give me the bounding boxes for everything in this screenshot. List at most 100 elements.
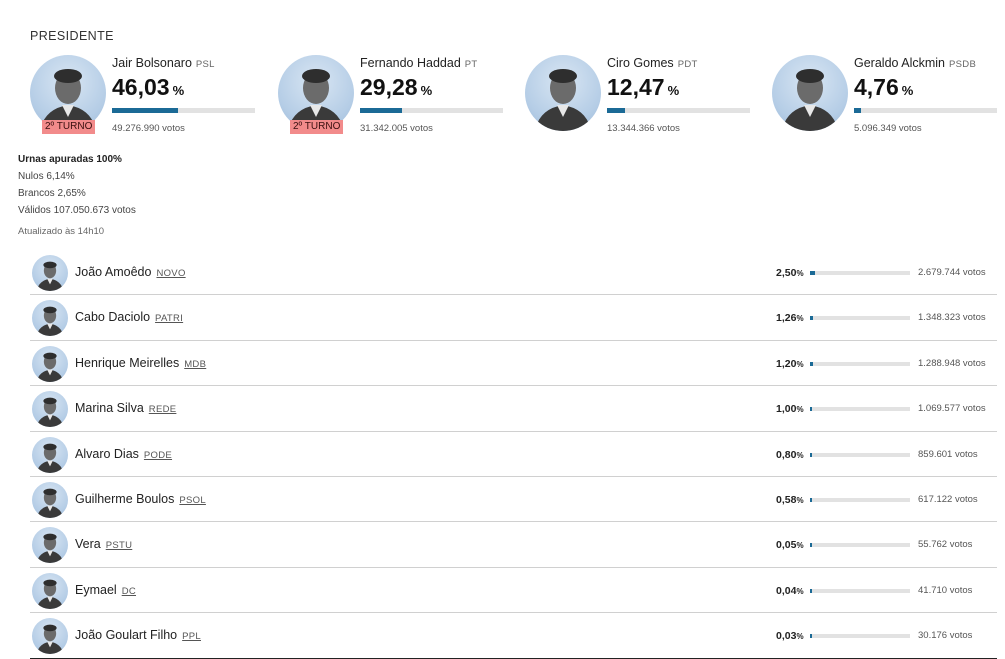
candidate-party-link[interactable]: MDB [184, 358, 207, 370]
candidate-percentage-row: 1,20% [776, 358, 804, 370]
candidate-name-row: Guilherme Boulos PSOL [75, 492, 206, 506]
candidate-percentage: 4,76 [854, 74, 899, 100]
candidate-name-row: Fernando Haddad PT [360, 56, 478, 70]
vote-share-bar [810, 316, 910, 321]
candidate-row[interactable]: João Goulart Filho PPL 0,03% 30.176 votos [30, 613, 997, 659]
percent-sign: % [796, 541, 804, 551]
candidate-name: Marina Silva [75, 401, 144, 416]
candidate-name-row: João Amoêdo NOVO [75, 265, 186, 279]
top-candidate-card[interactable]: Ciro Gomes PDT 12,47% 13.344.366 votos [525, 55, 765, 145]
candidate-name-row: Ciro Gomes PDT [607, 56, 698, 70]
candidate-party-link[interactable]: PSTU [105, 540, 133, 552]
candidate-percentage-row: 0,58% [776, 494, 804, 506]
candidate-row[interactable]: Cabo Daciolo PATRI 1,26% 1.348.323 votos [30, 295, 997, 341]
candidate-name: Eymael [75, 582, 117, 597]
vote-share-bar-fill [810, 634, 812, 639]
candidate-party-link[interactable]: PSOL [179, 494, 206, 506]
candidate-name: Fernando Haddad [360, 56, 461, 70]
candidate-name: Henrique Meirelles [75, 355, 180, 370]
candidate-percentage-row: 46,03% [112, 74, 184, 101]
candidate-votes: 41.710 votos [918, 584, 973, 596]
vote-share-bar [810, 588, 910, 593]
validos: Válidos 107.050.673 votos [18, 205, 136, 216]
vote-share-bar-fill [854, 108, 861, 113]
candidate-percentage: 0,58 [776, 493, 797, 506]
candidate-row[interactable]: Marina Silva REDE 1,00% 1.069.577 votos [30, 386, 997, 432]
candidate-photo-icon [32, 300, 68, 337]
candidate-percentage: 46,03 [112, 74, 170, 100]
candidate-percentage: 0,05 [776, 539, 797, 552]
candidate-party: PDT [677, 59, 698, 70]
updated-time: Atualizado às 14h10 [18, 226, 105, 237]
candidate-row[interactable]: Vera PSTU 0,05% 55.762 votos [30, 522, 997, 568]
candidate-party-link[interactable]: REDE [148, 404, 177, 416]
vote-share-bar [810, 634, 910, 639]
candidate-photo-icon [32, 345, 68, 382]
brancos: Brancos 2,65% [18, 188, 86, 199]
candidate-percentage: 1,20 [776, 357, 797, 370]
other-candidates-list: João Amoêdo NOVO 2,50% 2.679.744 votos Cabo … [30, 250, 997, 659]
vote-share-bar-fill [810, 452, 812, 457]
candidate-row[interactable]: Alvaro Dias PODE 0,80% 859.601 votos [30, 432, 997, 477]
candidate-photo-icon [32, 527, 68, 564]
percent-sign: % [796, 359, 804, 369]
candidate-percentage: 0,04 [776, 584, 797, 597]
candidate-party-link[interactable]: PATRI [155, 313, 184, 325]
candidate-name-row: Cabo Daciolo PATRI [75, 310, 183, 324]
candidate-votes: 2.679.744 votos [918, 267, 986, 278]
section-title: PRESIDENTE [30, 29, 114, 43]
percent-sign: % [796, 495, 804, 505]
top-candidate-card[interactable]: 2º TURNO Fernando Haddad PT 29,28% 31.342.00… [278, 55, 518, 145]
candidate-percentage-row: 2,50% [776, 267, 804, 279]
candidate-percentage-row: 0,03% [776, 630, 804, 642]
vote-share-bar [112, 108, 255, 113]
candidate-name-row: Henrique Meirelles MDB [75, 356, 206, 370]
candidate-name-row: Marina Silva REDE [75, 401, 176, 415]
candidate-name: João Goulart Filho [75, 628, 178, 643]
candidate-row[interactable]: Henrique Meirelles MDB 1,20% 1.288.948 voto… [30, 341, 997, 387]
candidate-row[interactable]: Eymael DC 0,04% 41.710 votos [30, 568, 997, 614]
candidate-percentage: 0,80 [776, 448, 797, 461]
vote-share-bar-fill [810, 361, 813, 366]
candidate-name-row: Jair Bolsonaro PSL [112, 56, 215, 70]
candidate-photo-icon [32, 255, 68, 291]
candidate-party-link[interactable]: PPL [182, 631, 201, 643]
candidate-row[interactable]: João Amoêdo NOVO 2,50% 2.679.744 votos [30, 250, 997, 296]
candidate-votes: 617.122 votos [918, 493, 978, 505]
candidate-name: Geraldo Alckmin [854, 56, 946, 70]
candidate-party-link[interactable]: PODE [143, 449, 173, 461]
candidate-name: João Amoêdo [75, 265, 152, 279]
candidate-votes: 30.176 votos [918, 630, 973, 642]
vote-share-bar [810, 452, 910, 457]
candidate-percentage: 1,26 [776, 312, 797, 325]
candidate-percentage: 12,47 [607, 74, 665, 100]
percent-sign: % [420, 83, 433, 98]
percent-sign: % [796, 450, 804, 460]
percent-sign: % [796, 586, 804, 596]
candidate-percentage-row: 0,04% [776, 585, 804, 597]
urnas-apuradas: Urnas apuradas 100% [18, 154, 122, 165]
candidate-percentage-row: 12,47% [607, 74, 679, 101]
percent-sign: % [796, 405, 804, 415]
candidate-party-link[interactable]: NOVO [156, 268, 186, 279]
vote-share-bar [810, 543, 910, 548]
candidate-percentage-row: 0,05% [776, 539, 804, 551]
top-candidate-card[interactable]: Geraldo Alckmin PSDB 4,76% 5.096.349 votos [772, 55, 1005, 145]
percent-sign: % [901, 83, 914, 98]
top-candidate-card[interactable]: 2º TURNO Jair Bolsonaro PSL 46,03% 49.276.99… [30, 55, 270, 145]
candidate-party: PT [464, 59, 478, 70]
candidate-row[interactable]: Guilherme Boulos PSOL 0,58% 617.122 votos [30, 477, 997, 523]
vote-share-bar [810, 497, 910, 502]
candidate-percentage-row: 29,28% [360, 74, 432, 101]
percent-sign: % [172, 83, 185, 98]
candidate-party-link[interactable]: DC [121, 585, 137, 597]
candidate-photo-icon [32, 391, 68, 428]
vote-share-bar [810, 407, 910, 412]
candidate-votes: 49.276.990 votos [112, 123, 185, 134]
candidate-percentage: 0,03 [776, 630, 797, 643]
vote-share-bar [810, 271, 910, 275]
candidate-percentage-row: 0,80% [776, 449, 804, 461]
candidate-name-row: Alvaro Dias PODE [75, 447, 172, 461]
candidate-photo-icon [32, 618, 68, 655]
candidate-name-row: Eymael DC [75, 583, 136, 597]
